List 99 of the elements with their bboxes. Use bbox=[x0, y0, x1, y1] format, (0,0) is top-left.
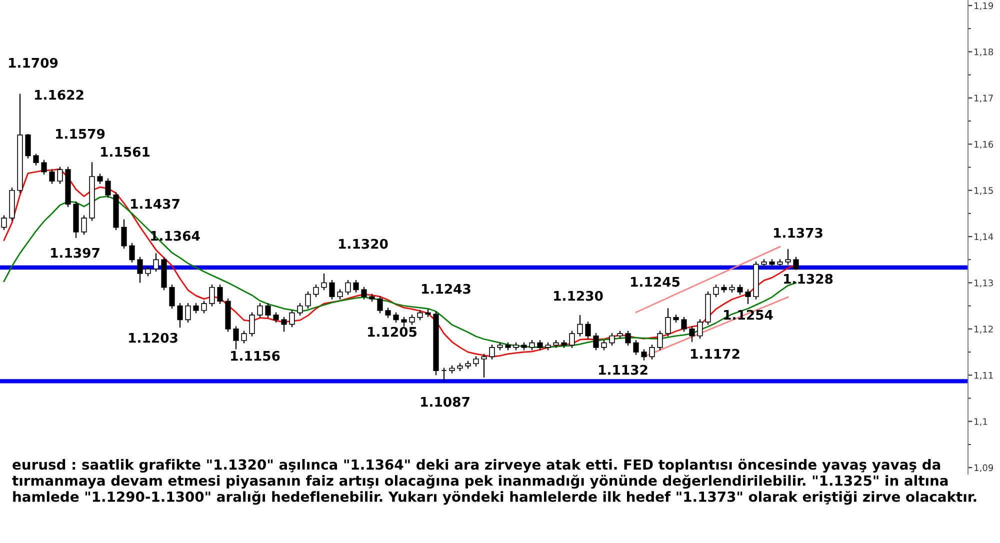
candlestick bbox=[681, 316, 687, 332]
y-tick-label: 1,15 bbox=[974, 187, 993, 195]
candlestick bbox=[193, 302, 199, 314]
candlestick bbox=[97, 173, 103, 184]
candlestick bbox=[41, 159, 47, 176]
annotation: 1.1709 bbox=[9, 58, 58, 68]
candlestick bbox=[305, 290, 311, 310]
candlestick bbox=[121, 218, 127, 250]
y-tick-label: 1,19 bbox=[974, 2, 994, 10]
annotation: 1.1561 bbox=[101, 146, 150, 157]
annotation: 1.1328 bbox=[784, 274, 833, 284]
candlestick bbox=[321, 272, 327, 291]
annotation: 1.1203 bbox=[129, 332, 178, 343]
candlestick bbox=[385, 307, 391, 318]
candlestick bbox=[713, 284, 719, 298]
y-tick-label: 1,1 bbox=[974, 418, 988, 426]
candlestick bbox=[209, 284, 215, 307]
candlestick bbox=[417, 309, 423, 321]
candlestick bbox=[353, 279, 359, 294]
candlestick bbox=[233, 326, 239, 350]
candlestick bbox=[249, 312, 255, 337]
y-tick-label: 1,09 bbox=[974, 464, 994, 472]
y-tick-label: 1,11 bbox=[974, 372, 993, 380]
candlestick bbox=[361, 286, 367, 300]
candlestick bbox=[337, 288, 343, 300]
candlestick bbox=[257, 302, 263, 318]
annotation: 1.1205 bbox=[368, 326, 417, 337]
candlestick bbox=[377, 296, 383, 314]
candlestick bbox=[25, 133, 31, 160]
candlestick bbox=[697, 318, 703, 340]
candlestick bbox=[577, 314, 583, 337]
candlestick bbox=[601, 339, 607, 351]
candlestick bbox=[665, 308, 671, 337]
candlestick bbox=[569, 330, 575, 348]
candlestick bbox=[625, 330, 631, 346]
candlestick bbox=[689, 326, 695, 342]
candlestick bbox=[785, 248, 791, 266]
candlestick bbox=[105, 178, 111, 198]
annotation: 1.1622 bbox=[35, 90, 84, 100]
y-tick-label: 1,17 bbox=[974, 94, 993, 102]
candlestick bbox=[409, 314, 415, 326]
candlestick bbox=[609, 332, 615, 346]
candlestick bbox=[81, 214, 87, 236]
candlestick bbox=[33, 153, 39, 166]
candlestick bbox=[313, 284, 319, 298]
candlestick bbox=[737, 284, 743, 296]
annotation: 1.1579 bbox=[56, 128, 105, 139]
candlestick bbox=[641, 348, 647, 361]
annotation: 1.1320 bbox=[339, 238, 388, 249]
candlestick bbox=[393, 312, 399, 324]
annotation: 1.1156 bbox=[231, 350, 280, 361]
candlestick bbox=[273, 312, 279, 324]
y-tick-label: 1,13 bbox=[974, 279, 993, 288]
annotation: 1.1132 bbox=[599, 364, 648, 375]
candlestick bbox=[241, 330, 247, 344]
candlestick bbox=[529, 339, 535, 351]
candlestick bbox=[473, 356, 479, 367]
candlestick bbox=[281, 316, 287, 332]
candlestick bbox=[585, 321, 591, 340]
y-tick-label: 1,18 bbox=[974, 48, 994, 56]
annotation: 1.1172 bbox=[691, 348, 740, 359]
annotation: 1.1373 bbox=[774, 228, 822, 238]
candlestick bbox=[129, 242, 135, 263]
candlestick bbox=[657, 330, 663, 351]
candlestick bbox=[145, 266, 151, 277]
candlestick bbox=[1, 214, 7, 231]
candlestick bbox=[745, 288, 751, 305]
y-tick-label: 1,16 bbox=[974, 140, 994, 149]
candlestick bbox=[137, 256, 143, 284]
annotation: 1.1245 bbox=[631, 276, 680, 287]
candlestick bbox=[441, 367, 447, 382]
candlestick bbox=[177, 302, 183, 328]
annotation: 1.1087 bbox=[421, 396, 470, 407]
candlestick bbox=[217, 284, 223, 305]
candlestick bbox=[793, 256, 799, 270]
candlestick bbox=[489, 344, 495, 360]
y-tick-label: 1,12 bbox=[974, 326, 993, 334]
candlestick bbox=[49, 168, 55, 184]
annotation: 1.1243 bbox=[422, 284, 470, 294]
y-tick-label: 1,14 bbox=[974, 233, 994, 242]
candlestick bbox=[537, 339, 543, 351]
annotation: 1.1230 bbox=[554, 290, 603, 301]
annotation: 1.1437 bbox=[131, 198, 180, 209]
candlestick bbox=[401, 316, 407, 328]
candlestick bbox=[593, 332, 599, 351]
candlestick bbox=[153, 252, 159, 272]
candlestick bbox=[329, 279, 335, 300]
candlestick bbox=[185, 302, 191, 324]
candlestick bbox=[481, 353, 487, 378]
candlestick bbox=[57, 166, 63, 184]
candlestick bbox=[265, 302, 271, 318]
candlestick bbox=[345, 279, 351, 296]
candlestick bbox=[297, 302, 303, 316]
candlestick bbox=[201, 300, 207, 314]
candlestick bbox=[649, 344, 655, 360]
candlestick bbox=[633, 339, 639, 356]
candlestick bbox=[289, 309, 295, 328]
annotation: 1.1397 bbox=[51, 248, 100, 258]
candlestick bbox=[169, 284, 175, 310]
